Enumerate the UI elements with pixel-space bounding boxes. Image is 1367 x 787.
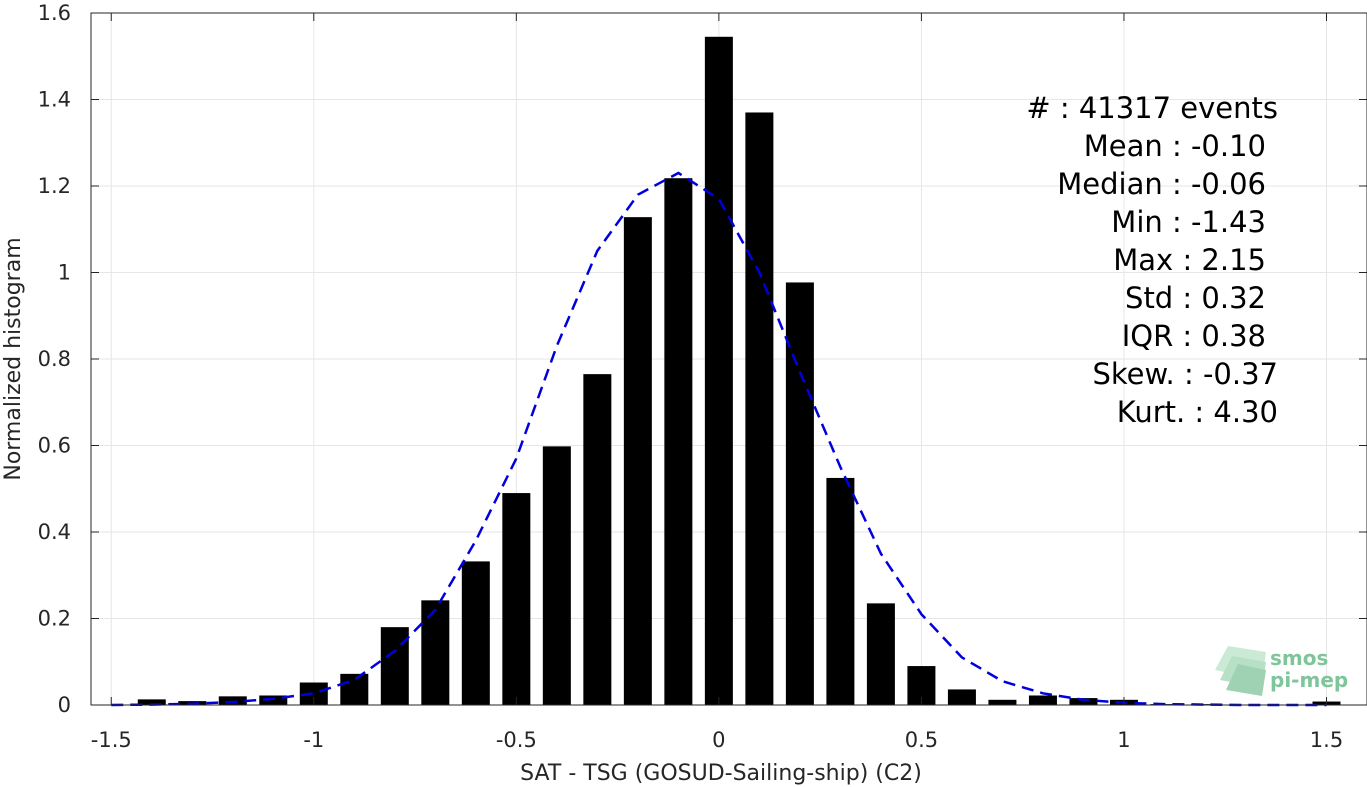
y-tick-label: 1.6 <box>38 1 71 25</box>
histogram-bar <box>1069 698 1098 705</box>
histogram-bar <box>988 699 1017 705</box>
x-tick-label: -1.5 <box>91 728 132 752</box>
stat-median: Median : -0.06 <box>1057 167 1266 201</box>
histogram-bar <box>542 446 571 705</box>
x-tick-label: 1 <box>1117 728 1130 752</box>
y-tick-label: 1.2 <box>38 174 71 198</box>
stat-min: Min : -1.43 <box>1111 205 1266 239</box>
stat-events: # : 41317 events <box>1026 91 1278 125</box>
stat-mean: Mean : -0.10 <box>1084 129 1266 163</box>
stat-std: Std : 0.32 <box>1125 281 1266 315</box>
histogram-bar <box>583 374 612 705</box>
stat-kurt: Kurt. : 4.30 <box>1117 395 1278 429</box>
x-tick-label: 1.5 <box>1310 728 1343 752</box>
y-tick-label: 0.2 <box>38 607 71 631</box>
x-tick-label: 0.5 <box>905 728 938 752</box>
histogram-bar <box>259 695 288 705</box>
histogram-bar <box>461 561 490 705</box>
statistics-box: # : 41317 events Mean : -0.10 Median : -… <box>1026 91 1278 429</box>
x-tick-label: -0.5 <box>496 728 537 752</box>
histogram-bar <box>502 493 531 705</box>
y-tick-label: 0.4 <box>38 520 71 544</box>
histogram-bar <box>866 603 895 705</box>
x-tick-label: 0 <box>712 728 725 752</box>
histogram-bar <box>947 689 976 705</box>
x-tick-label: -1 <box>303 728 324 752</box>
stat-max: Max : 2.15 <box>1113 243 1266 277</box>
histogram-bar <box>299 682 328 705</box>
y-tick-label: 0.8 <box>38 347 71 371</box>
stat-iqr: IQR : 0.38 <box>1122 319 1266 353</box>
histogram-bar <box>421 600 450 705</box>
histogram-bar <box>623 217 652 705</box>
histogram-bar <box>1028 695 1057 705</box>
histogram-bar <box>664 178 693 706</box>
histogram-bar <box>340 673 369 705</box>
stat-skew: Skew. : -0.37 <box>1092 357 1278 391</box>
y-tick-label: 0 <box>58 693 71 717</box>
y-tick-label: 1 <box>58 261 71 285</box>
histogram-bars <box>137 36 1341 706</box>
histogram-bar <box>380 627 409 705</box>
histogram-bar <box>745 112 774 706</box>
y-tick-label: 1.4 <box>38 88 71 112</box>
histogram-bar <box>704 36 733 706</box>
histogram-bar <box>218 696 247 705</box>
smos-pimep-logo: smos pi-mep <box>1215 646 1348 696</box>
logo-text-smos: smos <box>1270 646 1328 670</box>
histogram-bar <box>137 699 166 705</box>
histogram-bar <box>826 477 855 705</box>
y-tick-label: 0.6 <box>38 434 71 458</box>
y-axis-label: Normalized histogram <box>1 237 26 480</box>
logo-icon <box>1215 646 1266 696</box>
axis-ticks: -1.5 -1 -0.5 0 0.5 1 1.5 0 0.2 0.4 0.6 0.8 1 1.2 1.4 1.… <box>38 1 1367 752</box>
histogram-bar <box>785 282 814 705</box>
logo-text-pimep: pi-mep <box>1270 668 1348 692</box>
x-axis-label: SAT - TSG (GOSUD-Sailing-ship) (C2) <box>520 761 922 786</box>
